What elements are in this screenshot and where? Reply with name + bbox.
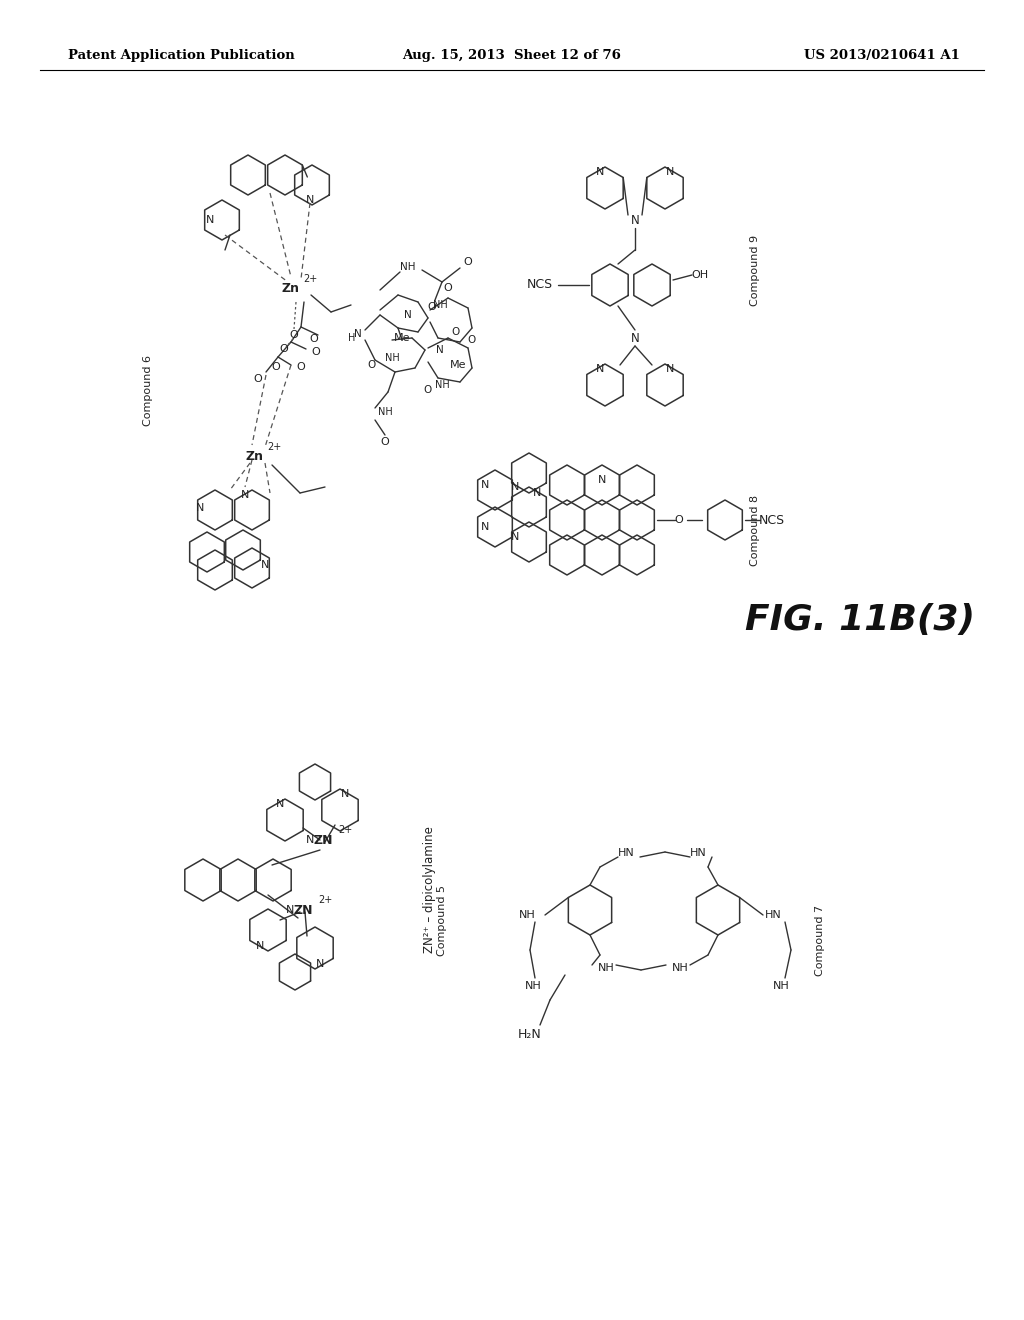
Text: Compound 7: Compound 7 (815, 904, 825, 975)
Text: N: N (286, 906, 294, 915)
Text: NH: NH (432, 300, 447, 310)
Text: N: N (341, 789, 349, 799)
Text: H: H (348, 333, 355, 343)
Text: NH: NH (672, 964, 688, 973)
Text: ZN: ZN (313, 833, 333, 846)
Text: N: N (256, 941, 264, 950)
Text: O: O (424, 385, 432, 395)
Text: N: N (206, 215, 214, 224)
Text: NCS: NCS (527, 279, 553, 292)
Text: NH: NH (385, 352, 399, 363)
Text: Compound 5: Compound 5 (437, 884, 447, 956)
Text: Zn: Zn (282, 282, 300, 296)
Text: O: O (443, 282, 453, 293)
Text: NH: NH (400, 261, 416, 272)
Text: O: O (464, 257, 472, 267)
Text: HN: HN (689, 847, 707, 858)
Text: N: N (511, 482, 519, 492)
Text: Me: Me (450, 360, 466, 370)
Text: O: O (428, 302, 436, 312)
Text: O: O (675, 515, 683, 525)
Text: NCS: NCS (759, 513, 785, 527)
Text: O: O (311, 347, 321, 356)
Text: N: N (306, 836, 314, 845)
Text: O: O (368, 360, 376, 370)
Text: NH: NH (524, 981, 542, 991)
Text: US 2013/0210641 A1: US 2013/0210641 A1 (804, 49, 961, 62)
Text: N: N (631, 331, 639, 345)
Text: N: N (481, 480, 489, 490)
Text: ZN: ZN (293, 903, 312, 916)
Text: N: N (631, 214, 639, 227)
Text: N: N (261, 560, 269, 570)
Text: Compound 9: Compound 9 (750, 235, 760, 305)
Text: NH: NH (378, 407, 392, 417)
Text: O: O (381, 437, 389, 447)
Text: NH: NH (518, 909, 536, 920)
Text: N: N (666, 168, 674, 177)
Text: 2+: 2+ (317, 895, 332, 906)
Text: HN: HN (617, 847, 635, 858)
Text: N: N (241, 490, 249, 500)
Text: O: O (271, 362, 281, 372)
Text: Aug. 15, 2013  Sheet 12 of 76: Aug. 15, 2013 Sheet 12 of 76 (402, 49, 622, 62)
Text: Compound 6: Compound 6 (143, 355, 153, 425)
Text: NH: NH (598, 964, 614, 973)
Text: O: O (309, 334, 318, 345)
Text: NH: NH (773, 981, 790, 991)
Text: ZN²⁺ – dipicolylamine: ZN²⁺ – dipicolylamine (424, 826, 436, 953)
Text: O: O (451, 327, 459, 337)
Text: HN: HN (765, 909, 781, 920)
Text: O: O (254, 374, 262, 384)
Text: O: O (297, 362, 305, 372)
Text: Compound 8: Compound 8 (750, 495, 760, 565)
Text: NH: NH (434, 380, 450, 389)
Text: N: N (436, 345, 443, 355)
Text: N: N (275, 799, 285, 809)
Text: O: O (280, 345, 289, 354)
Text: N: N (532, 488, 542, 498)
Text: N: N (598, 475, 606, 484)
Text: N: N (196, 503, 204, 513)
Text: OH: OH (691, 271, 709, 280)
Text: H₂N: H₂N (518, 1028, 542, 1041)
Text: N: N (404, 310, 412, 319)
Text: N: N (596, 364, 604, 374)
Text: 2+: 2+ (303, 275, 317, 284)
Text: Patent Application Publication: Patent Application Publication (68, 49, 295, 62)
Text: Me: Me (394, 333, 411, 343)
Text: N: N (596, 168, 604, 177)
Text: N: N (315, 960, 325, 969)
Text: O: O (468, 335, 476, 345)
Text: N: N (354, 329, 361, 339)
Text: N: N (306, 195, 314, 205)
Text: O: O (290, 330, 298, 341)
Text: 2+: 2+ (267, 442, 282, 451)
Text: N: N (481, 521, 489, 532)
Text: Zn: Zn (246, 450, 264, 463)
Text: N: N (511, 532, 519, 543)
Text: 2+: 2+ (338, 825, 352, 836)
Text: FIG. 11B(3): FIG. 11B(3) (745, 603, 975, 638)
Text: N: N (666, 364, 674, 374)
